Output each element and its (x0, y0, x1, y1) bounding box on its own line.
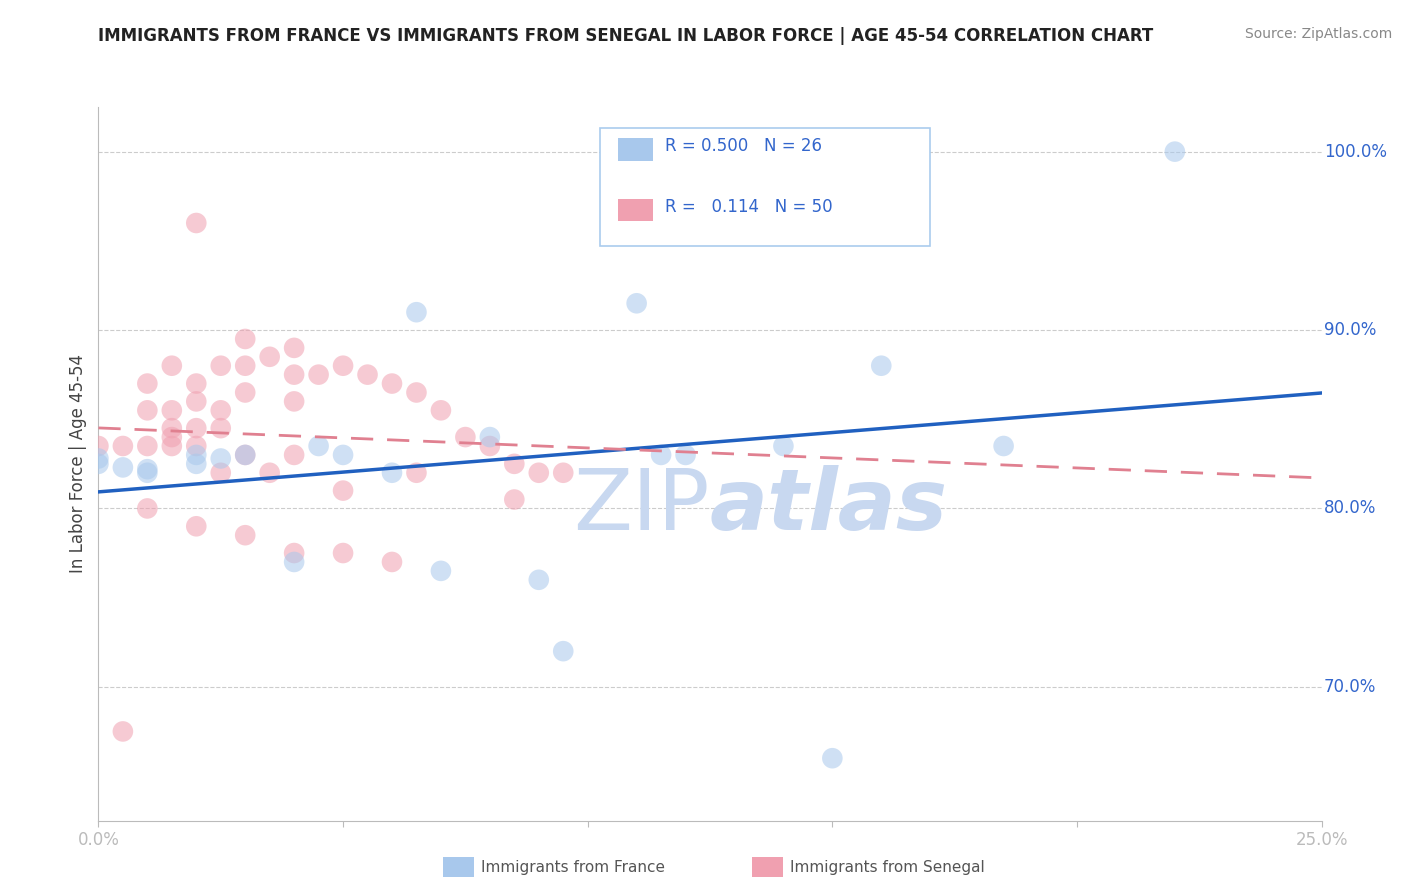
Point (136, 466, 159, 480)
Point (136, 376, 159, 391)
Point (111, 724, 134, 739)
Point (503, 492, 526, 507)
Point (626, 296, 648, 310)
Point (209, 451, 232, 466)
Point (259, 350, 281, 364)
Point (209, 359, 232, 373)
Point (283, 394, 305, 409)
Point (283, 341, 305, 355)
Point (233, 528, 256, 542)
Point (478, 430, 501, 444)
Point (381, 376, 404, 391)
Point (186, 394, 208, 409)
Point (308, 368, 330, 382)
Point (87, 439, 110, 453)
Point (233, 359, 256, 373)
Point (527, 466, 550, 480)
Point (186, 448, 208, 462)
FancyBboxPatch shape (619, 199, 652, 221)
Point (870, 359, 893, 373)
Point (259, 466, 281, 480)
Point (650, 448, 672, 462)
Point (821, 751, 844, 765)
Point (772, 439, 794, 453)
Point (209, 403, 232, 417)
Point (332, 359, 354, 373)
Point (136, 501, 159, 516)
Point (283, 555, 305, 569)
Point (553, 644, 575, 658)
Point (430, 564, 453, 578)
Point (233, 332, 256, 346)
Point (186, 457, 208, 471)
Point (87, 457, 110, 471)
Point (993, 439, 1015, 453)
Point (136, 439, 159, 453)
Point (160, 403, 183, 417)
Text: R =   0.114   N = 50: R = 0.114 N = 50 (665, 198, 832, 216)
Point (233, 448, 256, 462)
Point (233, 448, 256, 462)
Point (209, 466, 232, 480)
Point (356, 368, 378, 382)
Text: 80.0%: 80.0% (1324, 500, 1376, 517)
Point (308, 439, 330, 453)
FancyBboxPatch shape (600, 128, 931, 246)
Text: Source: ZipAtlas.com: Source: ZipAtlas.com (1244, 27, 1392, 41)
Point (160, 421, 183, 435)
Point (186, 439, 208, 453)
Point (160, 439, 183, 453)
Point (209, 421, 232, 435)
Point (186, 216, 208, 230)
Point (160, 359, 183, 373)
Point (381, 555, 404, 569)
Point (136, 462, 159, 476)
Point (186, 519, 208, 533)
Point (405, 385, 427, 400)
FancyBboxPatch shape (619, 138, 652, 161)
Point (160, 430, 183, 444)
Point (478, 439, 501, 453)
Point (332, 448, 354, 462)
Point (283, 546, 305, 560)
Text: Immigrants from Senegal: Immigrants from Senegal (790, 860, 986, 874)
Point (454, 430, 477, 444)
Point (527, 573, 550, 587)
Point (186, 376, 208, 391)
Text: 100.0%: 100.0% (1324, 143, 1388, 161)
Point (283, 368, 305, 382)
Point (503, 457, 526, 471)
Point (111, 460, 134, 475)
Point (283, 448, 305, 462)
Y-axis label: In Labor Force | Age 45-54: In Labor Force | Age 45-54 (69, 354, 87, 574)
Point (332, 483, 354, 498)
Point (136, 403, 159, 417)
Point (553, 466, 575, 480)
Text: Immigrants from France: Immigrants from France (481, 860, 665, 874)
Point (405, 305, 427, 319)
Point (1164, 145, 1187, 159)
Text: 90.0%: 90.0% (1324, 321, 1376, 339)
Text: atlas: atlas (710, 465, 948, 549)
Point (430, 403, 453, 417)
Point (186, 421, 208, 435)
Point (233, 385, 256, 400)
Text: ZIP: ZIP (574, 465, 710, 549)
Text: IMMIGRANTS FROM FRANCE VS IMMIGRANTS FROM SENEGAL IN LABOR FORCE | AGE 45-54 COR: IMMIGRANTS FROM FRANCE VS IMMIGRANTS FRO… (98, 27, 1154, 45)
Point (405, 466, 427, 480)
Point (87, 451, 110, 466)
Point (381, 466, 404, 480)
Text: R = 0.500   N = 26: R = 0.500 N = 26 (665, 137, 821, 155)
Point (675, 448, 697, 462)
Point (111, 439, 134, 453)
Point (332, 546, 354, 560)
Text: 70.0%: 70.0% (1324, 678, 1376, 696)
